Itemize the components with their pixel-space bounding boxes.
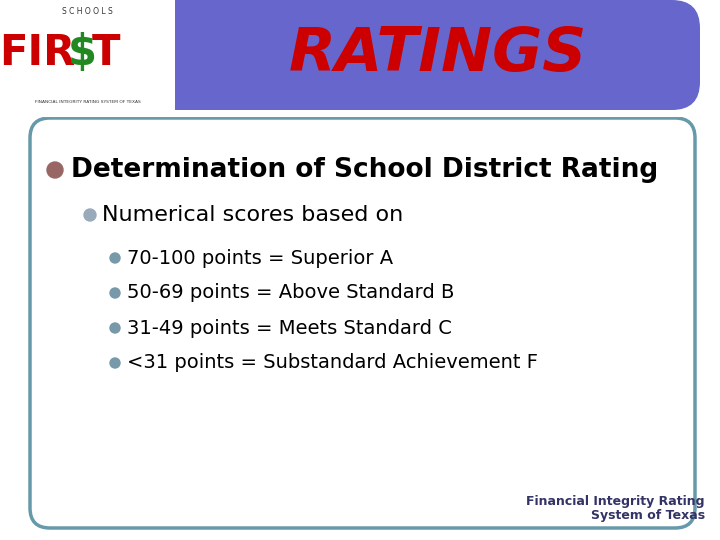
FancyBboxPatch shape bbox=[0, 0, 40, 110]
FancyBboxPatch shape bbox=[0, 0, 175, 110]
Text: Financial Integrity Rating: Financial Integrity Rating bbox=[526, 496, 705, 509]
Circle shape bbox=[110, 358, 120, 368]
Text: 31-49 points = Meets Standard C: 31-49 points = Meets Standard C bbox=[127, 319, 452, 338]
FancyBboxPatch shape bbox=[0, 0, 700, 110]
Text: <31 points = Substandard Achievement F: <31 points = Substandard Achievement F bbox=[127, 354, 538, 373]
Text: 50-69 points = Above Standard B: 50-69 points = Above Standard B bbox=[127, 284, 454, 302]
Text: Determination of School District Rating: Determination of School District Rating bbox=[71, 157, 658, 183]
Text: FIR: FIR bbox=[0, 32, 76, 74]
Text: S C H O O L S: S C H O O L S bbox=[62, 8, 113, 17]
Circle shape bbox=[110, 288, 120, 298]
Text: T: T bbox=[91, 32, 120, 74]
Circle shape bbox=[110, 253, 120, 263]
Text: System of Texas: System of Texas bbox=[591, 510, 705, 523]
Text: Numerical scores based on: Numerical scores based on bbox=[102, 205, 403, 225]
Circle shape bbox=[47, 162, 63, 178]
Circle shape bbox=[84, 209, 96, 221]
Text: RATINGS: RATINGS bbox=[289, 25, 587, 84]
Text: $: $ bbox=[68, 32, 97, 74]
FancyBboxPatch shape bbox=[30, 118, 695, 528]
Text: FINANCIAL INTEGRITY RATING SYSTEM OF TEXAS: FINANCIAL INTEGRITY RATING SYSTEM OF TEX… bbox=[35, 100, 140, 104]
Circle shape bbox=[110, 323, 120, 333]
Text: 70-100 points = Superior A: 70-100 points = Superior A bbox=[127, 248, 393, 267]
